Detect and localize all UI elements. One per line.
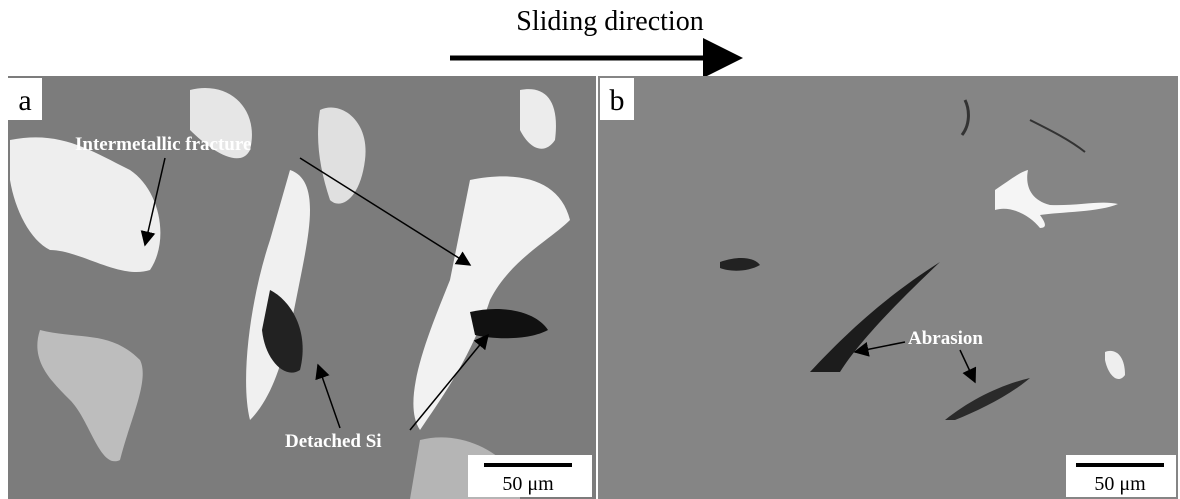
panel-label: a [18, 84, 31, 117]
annotation: Intermetallic fracture [75, 134, 251, 155]
panel-a: a Intermetallic fracture Detached Si 50 … [8, 76, 596, 499]
annotation: Detached Si [285, 431, 382, 452]
panel-label: b [610, 84, 625, 117]
title: Sliding direction [516, 6, 703, 37]
scale-bar-label: 50 μm [1094, 473, 1146, 495]
panel-b: b Abrasion 50 μm [598, 76, 1178, 499]
annotation: Abrasion [908, 328, 983, 349]
scale-bar-label: 50 μm [502, 473, 554, 495]
figure: Sliding direction a Intermetallic fractu… [0, 0, 1180, 499]
